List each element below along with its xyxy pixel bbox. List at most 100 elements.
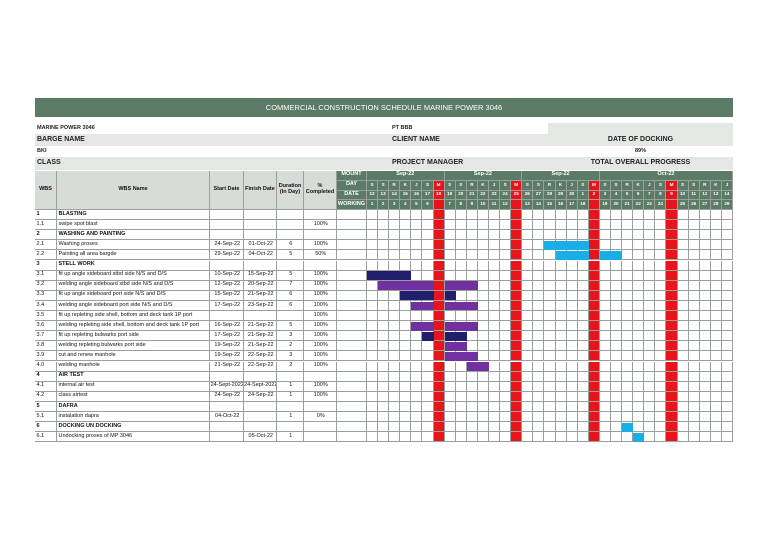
gantt-cell — [633, 280, 645, 291]
gantt-cell — [466, 290, 478, 301]
gantt-cell — [622, 220, 634, 231]
gantt-cell — [666, 401, 678, 412]
gantt-cell — [699, 351, 711, 362]
gantt-date: 8 — [655, 190, 667, 201]
gantt-cell — [721, 341, 733, 352]
cell-start: 24-Sept-2022 — [210, 381, 244, 392]
gantt-cell — [699, 341, 711, 352]
gantt-cell — [699, 280, 711, 291]
gantt-cell — [378, 230, 390, 241]
cell-blank — [337, 351, 367, 362]
gantt-cell — [500, 250, 512, 261]
gantt-cell — [511, 381, 523, 392]
gantt-cell — [500, 371, 512, 382]
cell-finish: 24-Sep-22 — [244, 391, 277, 402]
gantt-cell — [655, 331, 667, 342]
gantt-cell — [433, 300, 445, 311]
gantt-cell — [477, 270, 489, 281]
gantt-day: S — [422, 180, 434, 191]
cell-finish — [244, 371, 277, 382]
gantt-day: S — [677, 180, 689, 191]
gantt-cell — [566, 210, 578, 221]
gantt-cell — [544, 300, 556, 311]
gantt-cell — [389, 351, 401, 362]
gantt-cell — [389, 391, 401, 402]
gantt-cell — [378, 351, 390, 362]
gantt-cell — [633, 422, 645, 433]
gantt-cell — [455, 311, 467, 322]
gantt-cell — [611, 280, 623, 291]
gantt-cell — [633, 270, 645, 281]
gantt-day: S — [611, 180, 623, 191]
cell-blank — [337, 220, 367, 231]
gantt-cell — [433, 341, 445, 352]
gantt-cell — [577, 331, 589, 342]
gantt-cell — [577, 412, 589, 423]
gantt-cell — [477, 381, 489, 392]
gantt-cell — [566, 412, 578, 423]
gantt-cell — [422, 432, 434, 443]
gantt-cell — [622, 341, 634, 352]
gantt-working: 17 — [566, 200, 578, 210]
gantt-date: 7 — [644, 190, 656, 201]
gantt-cell — [688, 280, 700, 291]
gantt-bar — [444, 301, 478, 311]
cell-blank — [337, 432, 367, 443]
gantt-cell — [500, 260, 512, 271]
gantt-cell — [566, 311, 578, 322]
cell-blank — [337, 230, 367, 241]
gantt-cell — [544, 412, 556, 423]
cell-blank — [337, 250, 367, 261]
cell-duration: 5 — [277, 250, 304, 261]
gantt-cell — [611, 270, 623, 281]
gantt-bar — [378, 281, 434, 291]
gantt-cell — [721, 422, 733, 433]
gantt-cell — [422, 311, 434, 322]
gantt-cell — [710, 361, 722, 372]
gantt-cell — [555, 371, 567, 382]
cell-duration: 1 — [277, 412, 304, 423]
gantt-cell — [677, 422, 689, 433]
gantt-cell — [655, 422, 667, 433]
gantt-cell — [489, 391, 501, 402]
gantt-cell — [666, 412, 678, 423]
gantt-cell — [489, 381, 501, 392]
cell-blank — [337, 381, 367, 392]
gantt-date: 12 — [699, 190, 711, 201]
month-label: Sep-22 — [522, 171, 600, 181]
gantt-date: 14 — [389, 190, 401, 201]
gantt-cell — [611, 412, 623, 423]
gantt-cell — [444, 250, 456, 261]
gantt-cell — [511, 422, 523, 433]
gantt-cell — [622, 260, 634, 271]
gantt-cell — [688, 270, 700, 281]
gantt-cell — [533, 341, 545, 352]
gantt-date: 10 — [677, 190, 689, 201]
gantt-working: 21 — [622, 200, 634, 210]
gantt-cell — [367, 341, 379, 352]
gantt-cell — [411, 361, 423, 372]
gantt-cell — [555, 361, 567, 372]
gantt-cell — [666, 321, 678, 332]
gantt-cell — [511, 290, 523, 301]
gantt-cell — [433, 432, 445, 443]
cell-blank — [337, 240, 367, 251]
gantt-cell — [710, 290, 722, 301]
gantt-cell — [655, 240, 667, 251]
cell-pct: 100% — [304, 321, 337, 332]
cell-start — [210, 371, 244, 382]
gantt-cell — [500, 280, 512, 291]
gantt-cell — [455, 260, 467, 271]
gantt-cell — [599, 280, 611, 291]
client-name: PT BBB — [392, 125, 413, 131]
gantt-cell — [544, 311, 556, 322]
gantt-cell — [677, 300, 689, 311]
gantt-cell — [411, 371, 423, 382]
gantt-cell — [566, 391, 578, 402]
cell-wbs: 3.1 — [35, 270, 57, 281]
gantt-cell — [533, 321, 545, 332]
gantt-cell — [721, 381, 733, 392]
gantt-cell — [611, 260, 623, 271]
gantt-cell — [511, 371, 523, 382]
gantt-cell — [577, 311, 589, 322]
